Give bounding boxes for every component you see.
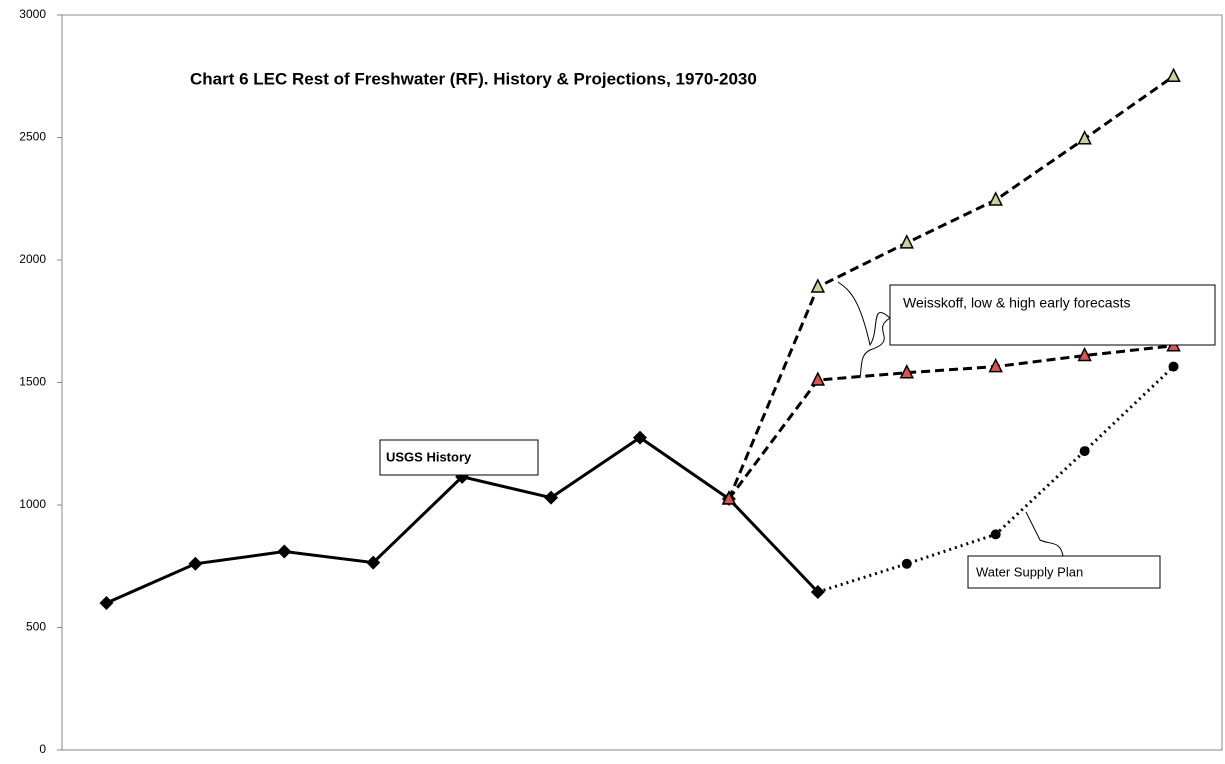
marker xyxy=(99,596,114,610)
annotation: USGS History xyxy=(386,449,472,464)
y-tick-label: 0 xyxy=(39,742,46,756)
marker xyxy=(899,234,914,249)
marker xyxy=(277,544,292,559)
marker xyxy=(988,191,1003,206)
plot-frame xyxy=(61,14,1223,751)
marker xyxy=(188,556,203,571)
marker xyxy=(1077,346,1092,362)
chart-title: Chart 6 LEC Rest of Freshwater (RF). His… xyxy=(190,69,757,88)
marker xyxy=(810,278,826,293)
marker xyxy=(544,490,559,505)
marker xyxy=(1079,446,1090,457)
annotation-box xyxy=(889,284,1216,346)
series-line xyxy=(727,75,1175,500)
y-tick-label: 500 xyxy=(26,620,46,634)
y-tick-label: 1500 xyxy=(19,375,46,389)
series-line xyxy=(727,344,1174,500)
annotation-box xyxy=(967,555,1161,589)
y-tick-label: 3000 xyxy=(19,7,46,21)
y-tick-label: 2500 xyxy=(19,130,46,144)
callout-arrow xyxy=(837,281,891,379)
marker xyxy=(812,586,823,597)
marker xyxy=(810,371,826,386)
annotation-box xyxy=(379,439,539,476)
annotation: Water Supply Plan xyxy=(976,564,1083,579)
marker xyxy=(1077,130,1092,145)
y-tick-label: 1000 xyxy=(19,497,46,511)
y-tick-label: 2000 xyxy=(19,252,46,266)
marker xyxy=(366,555,381,570)
marker xyxy=(990,529,1001,540)
marker xyxy=(1168,361,1179,372)
annotation: Weisskoff, low & high early forecasts xyxy=(903,295,1130,311)
marker xyxy=(1166,67,1181,82)
marker xyxy=(633,430,647,445)
marker xyxy=(988,357,1003,373)
marker xyxy=(901,558,912,569)
marker xyxy=(899,364,914,379)
callout-arrow xyxy=(1025,511,1064,557)
marker xyxy=(721,490,737,505)
